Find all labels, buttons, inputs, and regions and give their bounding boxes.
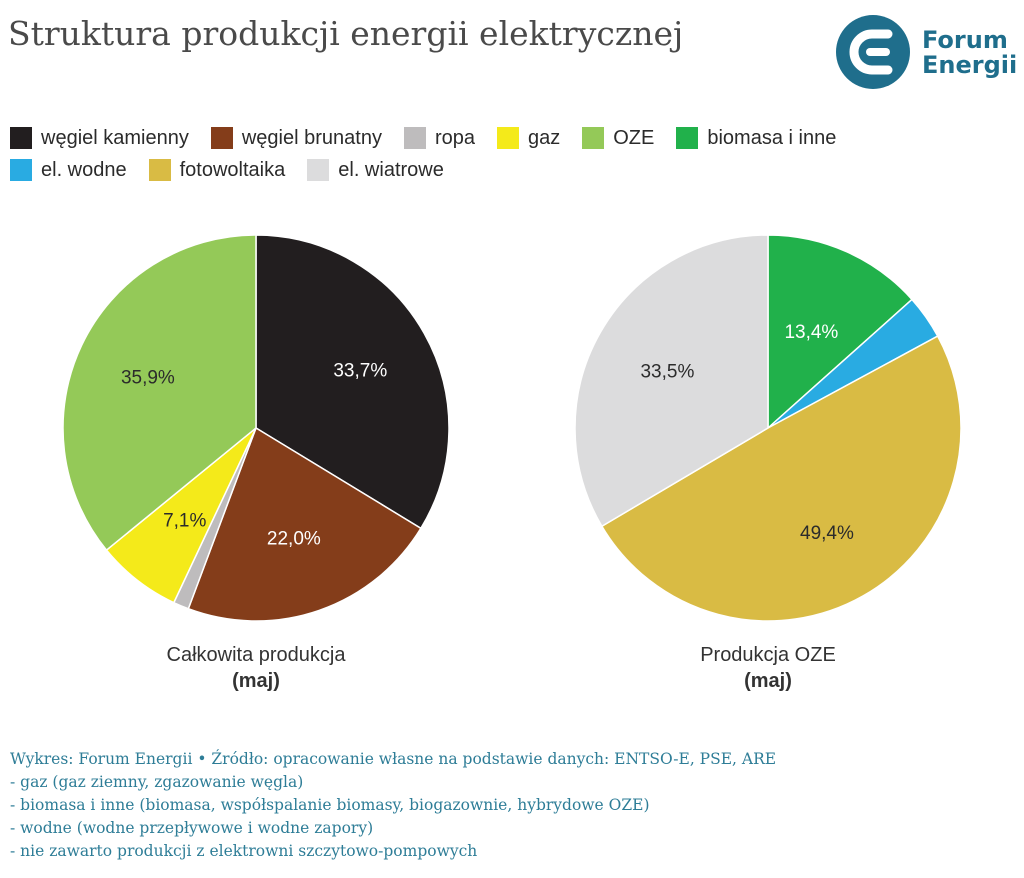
- legend-item: gaz: [496, 126, 561, 150]
- pie-title-total: Całkowita produkcja (maj): [106, 642, 406, 694]
- legend-swatch: [582, 127, 605, 149]
- legend-item: biomasa i inne: [676, 127, 836, 150]
- legend-label: ropa: [434, 126, 475, 149]
- footnote-line: - gaz (gaz ziemny, zgazowanie węgla): [10, 773, 304, 791]
- legend-label: el. wiatrowe: [338, 158, 444, 181]
- slice-data-label: 13,4%: [784, 322, 838, 343]
- legend-item: el. wiatrowe: [307, 159, 444, 182]
- legend-item: fotowoltaika: [148, 158, 286, 182]
- slice-data-label: 33,5%: [640, 362, 694, 383]
- legend-swatch: [10, 127, 32, 149]
- pie-slice: [255, 234, 450, 530]
- legend-item: OZE: [582, 127, 654, 150]
- legend-swatch: [676, 127, 699, 149]
- slice-data-label: 7,1%: [163, 510, 206, 531]
- footnote-line: - wodne (wodne przepływowe i wodne zapor…: [10, 819, 374, 837]
- slice-data-label: 33,7%: [333, 360, 387, 381]
- pie-slice: [187, 426, 422, 622]
- pie-chart-total: 33,7% 22,0% 7,1% 35,9%: [62, 234, 450, 622]
- legend-item: węgiel brunatny: [210, 126, 382, 150]
- legend-label: el. wodne: [41, 158, 127, 181]
- legend-swatch: [10, 159, 32, 181]
- legend-label: biomasa i inne: [707, 126, 837, 149]
- pie-subtitle-text: (maj): [744, 670, 792, 692]
- legend-label: gaz: [527, 126, 561, 149]
- legend-label: fotowoltaika: [179, 158, 286, 181]
- logo-wordmark: Forum Energii: [922, 28, 1017, 78]
- legend-label: OZE: [613, 126, 655, 149]
- footnote-line: Wykres: Forum Energii • Źródło: opracowa…: [10, 750, 777, 768]
- legend: węgiel kamienny węgiel brunatny ropa gaz…: [10, 122, 970, 186]
- legend-label: węgiel brunatny: [241, 126, 382, 149]
- pie-slice: [600, 335, 962, 622]
- slice-data-label: 49,4%: [800, 523, 854, 544]
- legend-item: el. wodne: [10, 159, 127, 182]
- pie-title-text: Produkcja OZE: [700, 644, 836, 666]
- pie-title-text: Całkowita produkcja: [166, 644, 346, 666]
- slice-data-label: 22,0%: [267, 528, 321, 549]
- legend-swatch: [210, 127, 233, 149]
- legend-item: ropa: [403, 126, 475, 150]
- legend-row-2: el. wodne fotowoltaika el. wiatrowe: [10, 154, 970, 186]
- legend-item: węgiel kamienny: [10, 127, 189, 150]
- forum-energii-logo-icon: [836, 15, 910, 89]
- footnote-line: - nie zawarto produkcji z elektrowni szc…: [10, 842, 478, 860]
- legend-label: węgiel kamienny: [41, 126, 189, 149]
- legend-swatch: [403, 127, 426, 149]
- pie-slice: [574, 234, 769, 528]
- slice-data-label: 35,9%: [121, 368, 175, 389]
- chart-title: Struktura produkcji energii elektrycznej: [8, 14, 684, 53]
- footnote-line: - biomasa i inne (biomasa, współspalanie…: [10, 796, 650, 814]
- legend-swatch: [496, 127, 519, 149]
- legend-swatch: [307, 159, 330, 181]
- logo-line2: Energii: [922, 51, 1018, 79]
- source-footnote: Wykres: Forum Energii • Źródło: opracowa…: [10, 748, 776, 863]
- legend-swatch: [148, 159, 171, 181]
- pie-chart-oze: 13,4% 49,4% 33,5%: [574, 234, 962, 622]
- logo-line1: Forum: [922, 26, 1008, 54]
- pie-slice: [767, 234, 914, 430]
- pie-title-oze: Produkcja OZE (maj): [618, 642, 918, 694]
- pie-subtitle-text: (maj): [232, 670, 280, 692]
- legend-row-1: węgiel kamienny węgiel brunatny ropa gaz…: [10, 122, 970, 154]
- pie-slice: [62, 234, 257, 552]
